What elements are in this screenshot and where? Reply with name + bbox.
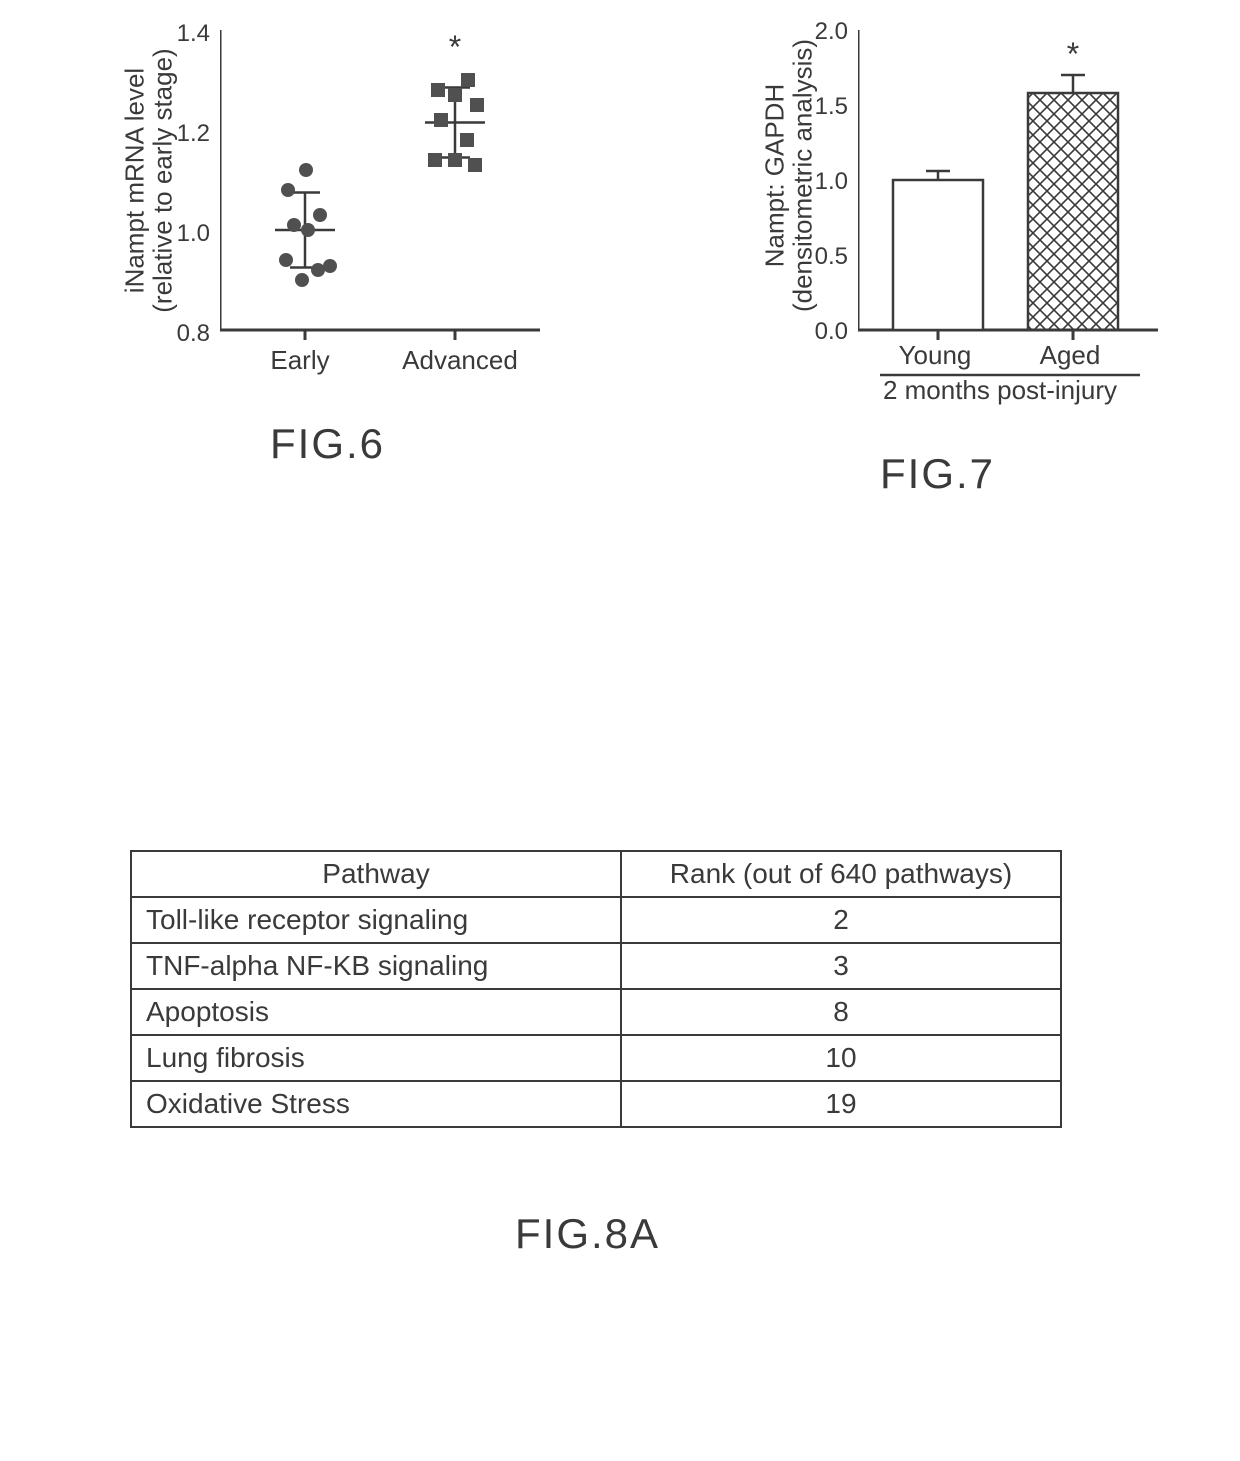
fig7-plot: * [858, 30, 1198, 350]
fig6-container: iNampt mRNA level (relative to early sta… [60, 10, 580, 430]
fig6-ytick-2: 1.2 [170, 120, 210, 148]
fig6-label: FIG.6 [270, 420, 385, 468]
table-row: Oxidative Stress 19 [131, 1081, 1061, 1127]
fig6-ylabel-line2: (relative to early stage) [148, 31, 179, 331]
cell-rank: 3 [621, 943, 1061, 989]
fig7-ytick-1: 0.5 [808, 243, 848, 271]
cell-rank: 19 [621, 1081, 1061, 1127]
table-row: Apoptosis 8 [131, 989, 1061, 1035]
cell-rank: 2 [621, 897, 1061, 943]
fig6-sig-star: * [449, 30, 461, 65]
fig7-sig-star: * [1067, 36, 1079, 72]
cell-pathway: Toll-like receptor signaling [131, 897, 621, 943]
cell-rank: 10 [621, 1035, 1061, 1081]
fig8a-label: FIG.8A [515, 1210, 660, 1258]
fig8a-table: Pathway Rank (out of 640 pathways) Toll-… [130, 850, 1062, 1128]
cell-pathway: TNF-alpha NF-KB signaling [131, 943, 621, 989]
fig7-ytick-3: 1.5 [808, 93, 848, 121]
cell-pathway: Apoptosis [131, 989, 621, 1035]
fig7-label: FIG.7 [880, 450, 995, 498]
fig7-ytick-2: 1.0 [808, 168, 848, 196]
fig7-bar-young [893, 180, 983, 330]
fig7-ytick-0: 0.0 [808, 318, 848, 346]
fig7-bar-aged [1028, 93, 1118, 330]
cell-pathway: Oxidative Stress [131, 1081, 621, 1127]
col-header-pathway: Pathway [131, 851, 621, 897]
table-header-row: Pathway Rank (out of 640 pathways) [131, 851, 1061, 897]
fig6-ytick-1: 1.0 [170, 220, 210, 248]
fig6-ytick-3: 1.4 [170, 20, 210, 48]
cell-rank: 8 [621, 989, 1061, 1035]
fig7-container: Nampt: GAPDH (densitometric analysis) 2.… [700, 10, 1220, 470]
cell-pathway: Lung fibrosis [131, 1035, 621, 1081]
table-row: Lung fibrosis 10 [131, 1035, 1061, 1081]
fig7-ytick-4: 2.0 [808, 18, 848, 46]
fig7-group-underline [880, 372, 1140, 378]
col-header-rank: Rank (out of 640 pathways) [621, 851, 1061, 897]
fig7-ylabel-line1: Nampt: GAPDH [760, 26, 791, 326]
fig6-ytick-0: 0.8 [170, 320, 210, 348]
fig6-plot: * [220, 30, 580, 350]
table-row: Toll-like receptor signaling 2 [131, 897, 1061, 943]
table-row: TNF-alpha NF-KB signaling 3 [131, 943, 1061, 989]
fig6-ylabel-line1: iNampt mRNA level [120, 31, 151, 331]
fig7-caption: 2 months post-injury [840, 375, 1160, 406]
